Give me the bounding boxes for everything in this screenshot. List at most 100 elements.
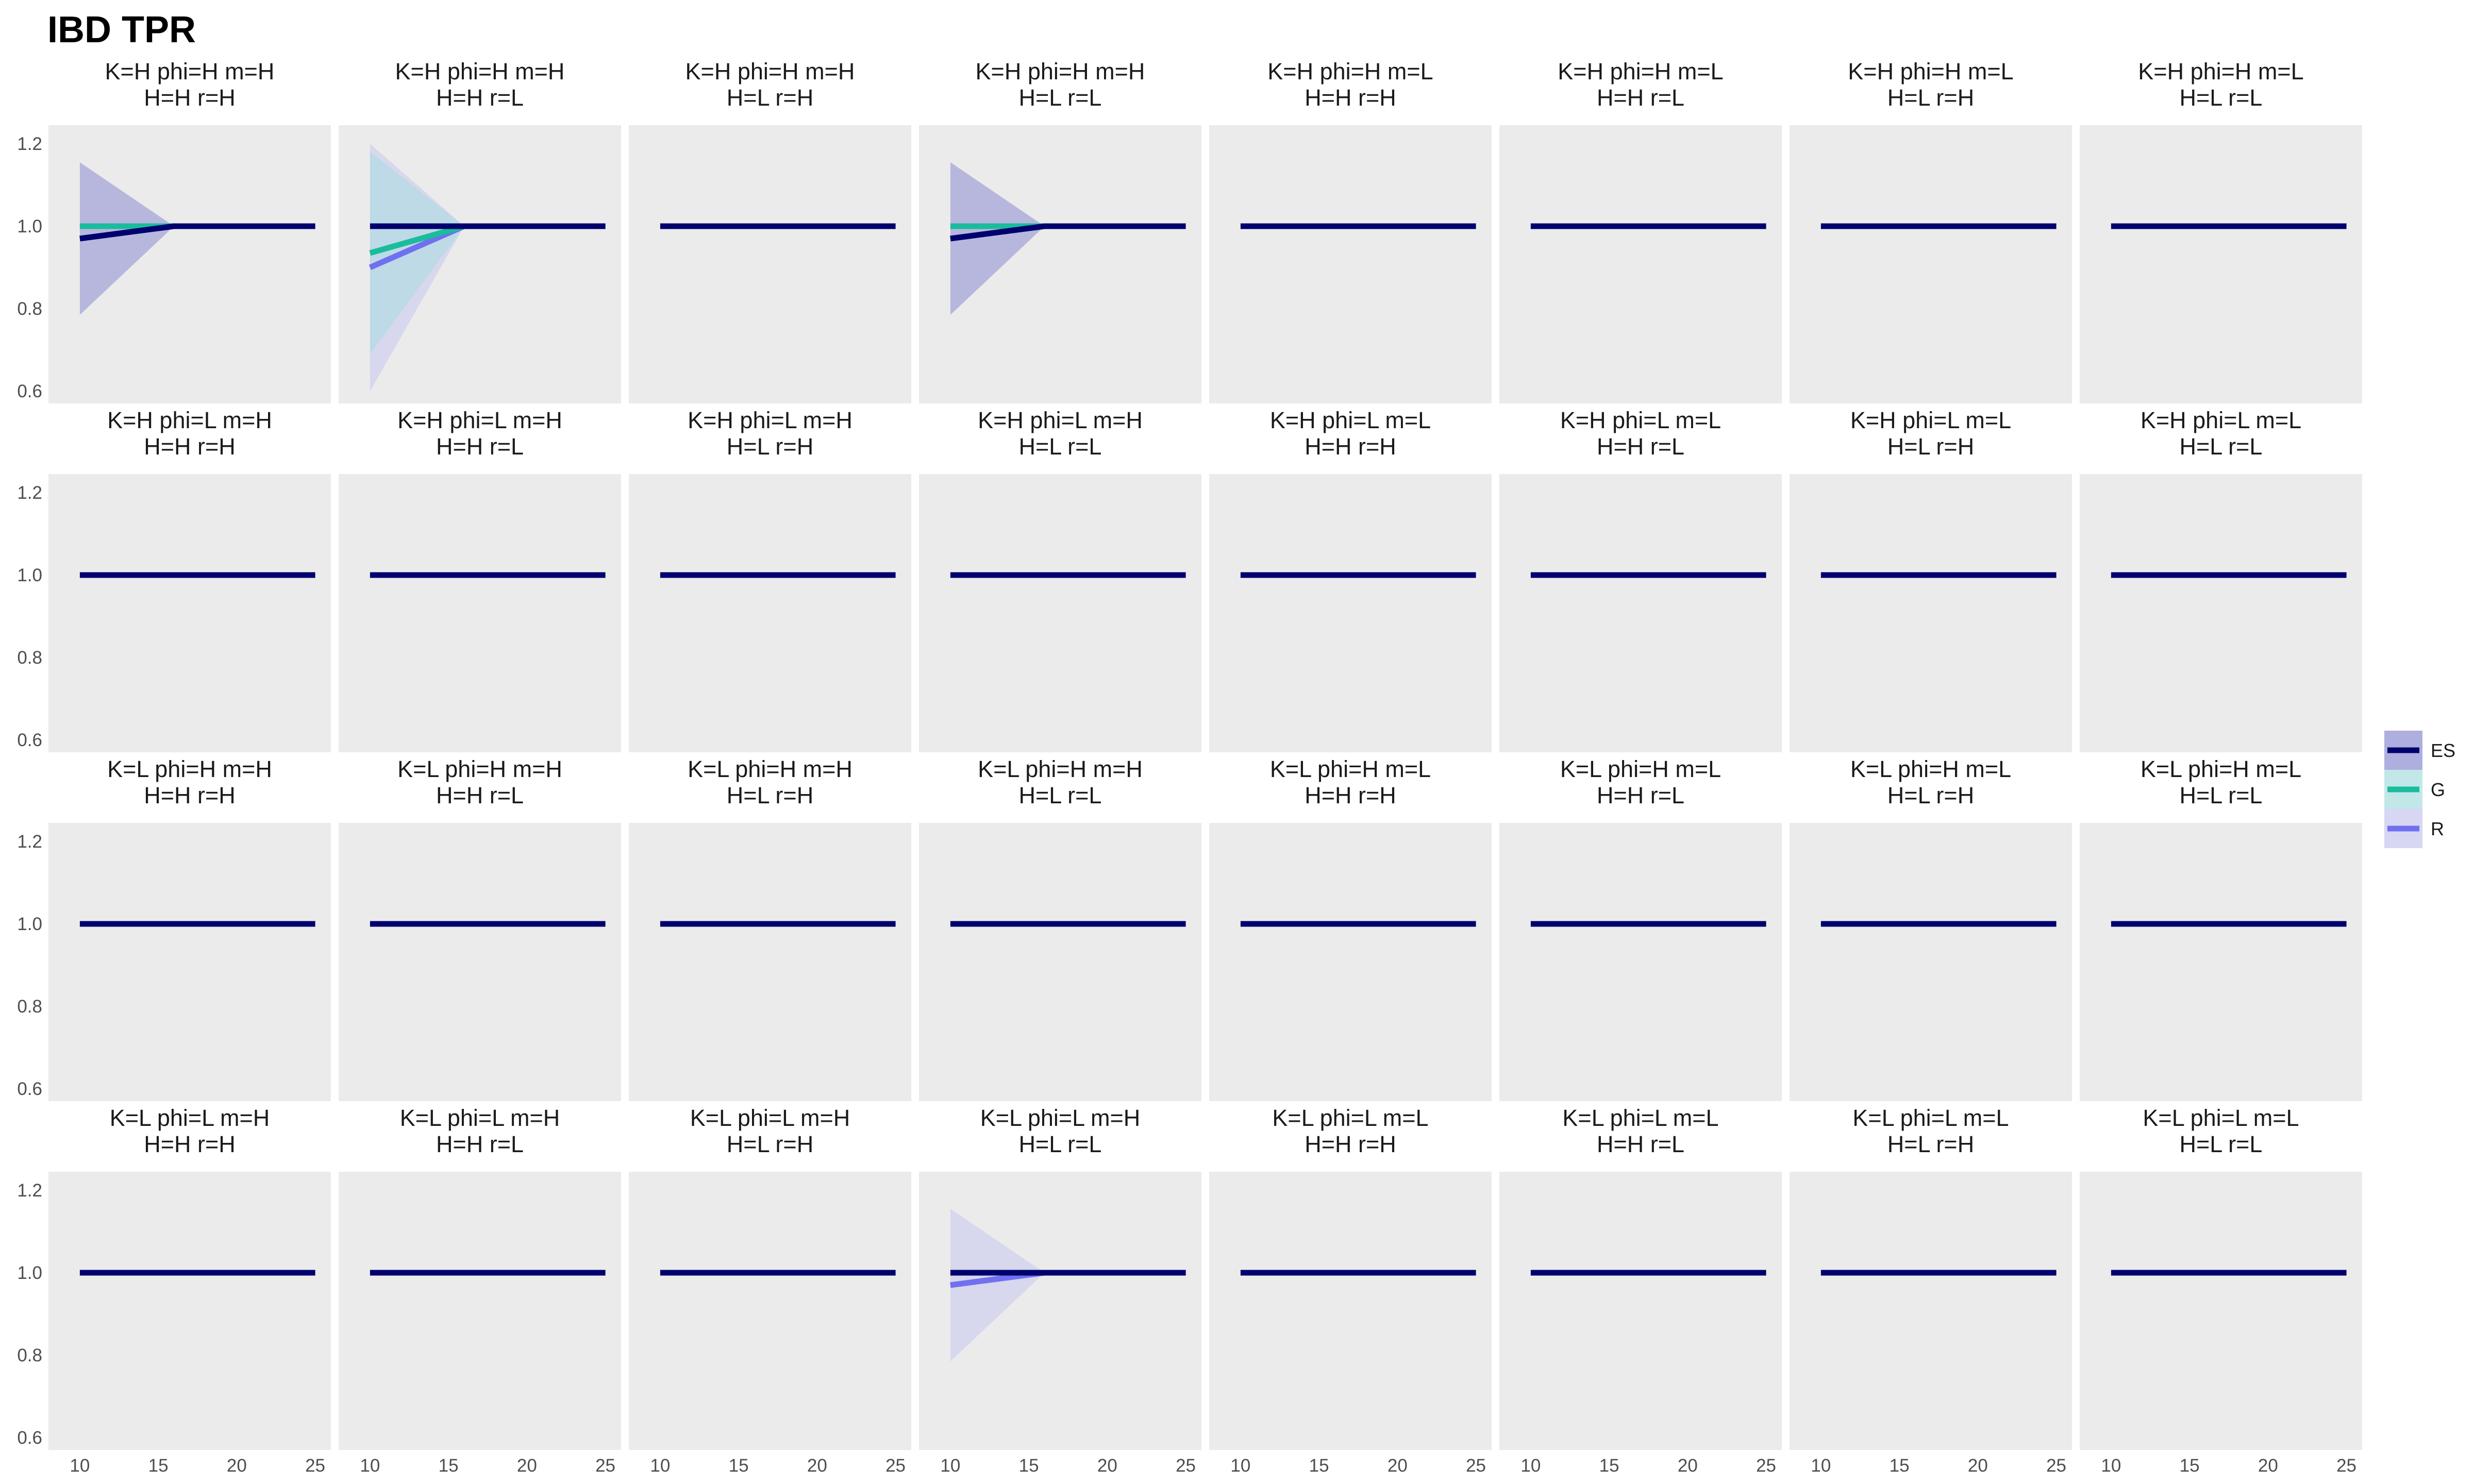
panel-strip-label: K=L phi=L m=H (980, 1105, 1141, 1131)
x-tick-label: 10 (360, 1456, 380, 1476)
panel: K=L phi=H m=LH=H r=L (1499, 756, 1782, 1101)
y-tick-label: 1.2 (17, 134, 42, 154)
panel: K=H phi=H m=HH=H r=H (48, 58, 331, 403)
x-tick-label: 20 (227, 1456, 247, 1476)
x-tick-label: 10 (1811, 1456, 1831, 1476)
panel: K=H phi=L m=HH=L r=L (919, 407, 1201, 752)
panel-strip-label: H=L r=L (1019, 782, 1102, 808)
panel: K=H phi=H m=LH=H r=H (1209, 58, 1492, 403)
y-tick-label: 1.0 (17, 565, 42, 585)
panel-strip-label: K=H phi=H m=H (686, 58, 855, 85)
panel: K=L phi=L m=LH=H r=H (1209, 1105, 1492, 1450)
panel-background (1209, 823, 1492, 1101)
x-tick-label: 15 (2180, 1456, 2200, 1476)
series-ribbon-r (950, 1209, 1186, 1361)
panel-strip-label: H=H r=L (1597, 1131, 1684, 1157)
panel-strip-label: K=L phi=H m=H (978, 756, 1143, 782)
panel-background (339, 823, 621, 1101)
panels: K=H phi=H m=HH=H r=HK=H phi=H m=HH=H r=L… (48, 58, 2362, 1450)
panel: K=L phi=H m=LH=L r=L (2080, 756, 2362, 1101)
panel-background (2080, 823, 2362, 1101)
panel-strip-label: K=H phi=L m=L (1270, 407, 1431, 433)
panel-strip-label: H=H r=L (436, 1131, 524, 1157)
x-tick-label: 20 (807, 1456, 827, 1476)
panel: K=H phi=H m=LH=L r=H (1790, 58, 2072, 403)
x-tick-label: 15 (1019, 1456, 1039, 1476)
y-tick-label: 0.6 (17, 1428, 42, 1448)
panel-background (1790, 125, 2072, 403)
legend-label: ES (2431, 740, 2455, 761)
x-tick-label: 20 (1388, 1456, 1408, 1476)
panel-strip-label: K=L phi=L m=L (1272, 1105, 1428, 1131)
x-tick-label: 10 (2101, 1456, 2121, 1476)
panel: K=L phi=L m=LH=H r=L (1499, 1105, 1782, 1450)
x-tick-label: 15 (148, 1456, 169, 1476)
panel-strip-label: H=H r=H (144, 433, 236, 460)
panel-strip-label: H=H r=H (144, 85, 236, 111)
panel-strip-label: H=H r=L (1597, 433, 1684, 460)
panel-strip-label: K=L phi=H m=L (2141, 756, 2301, 782)
x-tick-label: 10 (1230, 1456, 1250, 1476)
x-tick-label: 20 (1968, 1456, 1988, 1476)
panel-strip-label: H=L r=L (2180, 433, 2263, 460)
panel: K=L phi=H m=LH=H r=H (1209, 756, 1492, 1101)
x-tick-label: 25 (305, 1456, 325, 1476)
panel: K=H phi=H m=HH=H r=L (339, 58, 621, 403)
panel-background (629, 823, 911, 1101)
panel: K=L phi=L m=HH=L r=H (629, 1105, 911, 1450)
y-tick-label: 0.8 (17, 648, 42, 668)
panel: K=L phi=L m=HH=L r=L (919, 1105, 1201, 1450)
x-tick-label: 25 (595, 1456, 615, 1476)
panel-strip-label: K=H phi=H m=H (976, 58, 1145, 85)
panel-strip-label: H=L r=H (1887, 433, 1974, 460)
x-tick-label: 20 (1678, 1456, 1698, 1476)
panel-background (1499, 1172, 1782, 1450)
panel-strip-label: H=H r=L (436, 85, 524, 111)
panel-background (2080, 125, 2362, 403)
panel-strip-label: H=H r=H (1305, 85, 1396, 111)
panel-strip-label: K=L phi=L m=L (1562, 1105, 1718, 1131)
panel: K=H phi=H m=HH=L r=H (629, 58, 911, 403)
panel: K=L phi=L m=LH=L r=L (2080, 1105, 2362, 1450)
panel-strip-label: H=H r=H (1305, 782, 1396, 808)
panel-strip-label: K=L phi=H m=L (1560, 756, 1721, 782)
panel-strip-label: K=H phi=L m=L (1560, 407, 1721, 433)
panel-strip-label: K=L phi=H m=H (397, 756, 562, 782)
panel-background (629, 125, 911, 403)
y-tick-label: 1.0 (17, 1263, 42, 1283)
y-tick-label: 0.6 (17, 381, 42, 401)
panel-strip-label: K=H phi=L m=H (978, 407, 1143, 433)
panel-background (919, 823, 1201, 1101)
x-tick-label: 15 (1309, 1456, 1329, 1476)
y-tick-label: 1.2 (17, 1181, 42, 1201)
panel-strip-label: H=L r=L (2180, 85, 2263, 111)
panel-strip-label: K=H phi=H m=H (105, 58, 275, 85)
panel: K=L phi=H m=HH=L r=L (919, 756, 1201, 1101)
panel-strip-label: K=H phi=L m=H (397, 407, 562, 433)
x-tick-label: 25 (1176, 1456, 1196, 1476)
legend-item-r: R (2384, 809, 2444, 848)
x-tick-label: 25 (2336, 1456, 2356, 1476)
panel-strip-label: K=H phi=H m=L (1267, 58, 1433, 85)
panel: K=H phi=L m=HH=H r=H (48, 407, 331, 752)
panel: K=L phi=H m=HH=L r=H (629, 756, 911, 1101)
panel-strip-label: K=H phi=H m=L (2138, 58, 2303, 85)
panel-strip-label: K=L phi=H m=L (1270, 756, 1431, 782)
y-tick-label: 1.2 (17, 832, 42, 852)
panel: K=L phi=H m=HH=H r=H (48, 756, 331, 1101)
x-tick-label: 25 (1756, 1456, 1776, 1476)
panel: K=H phi=L m=HH=L r=H (629, 407, 911, 752)
legend: ES GR (2384, 731, 2455, 848)
y-tick-label: 0.8 (17, 1345, 42, 1365)
panel-background (1209, 125, 1492, 403)
panel-background (48, 474, 331, 752)
axis-ticks: 0.6 0.8 1.0 1.2 0.6 0.8 1.0 1.2 0.6 0.8 1.0 1.2 0.6 0… (17, 134, 2356, 1476)
panel-strip-label: H=L r=H (727, 433, 813, 460)
panel: K=H phi=L m=LH=L r=H (1790, 407, 2072, 752)
chart-title: IBD TPR (47, 9, 196, 50)
x-tick-label: 20 (517, 1456, 537, 1476)
panel-background (629, 1172, 911, 1450)
panel-background (1790, 1172, 2072, 1450)
x-tick-label: 15 (729, 1456, 749, 1476)
x-tick-label: 15 (439, 1456, 459, 1476)
